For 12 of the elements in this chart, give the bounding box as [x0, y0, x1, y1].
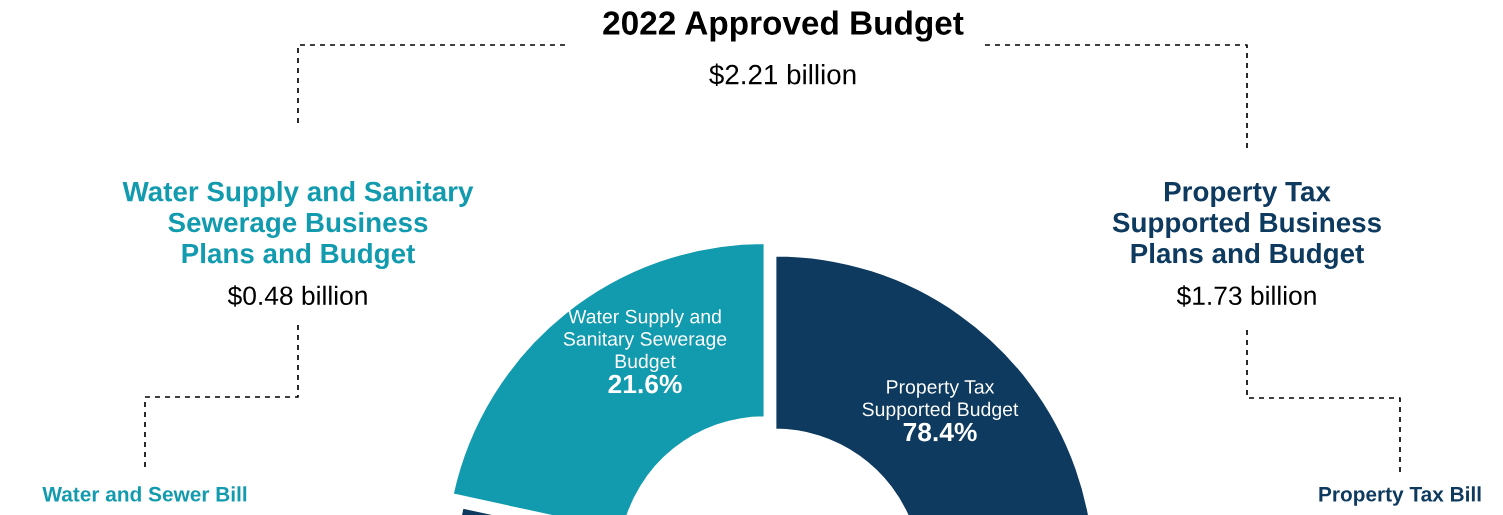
text: Property Tax Bill [1319, 486, 1481, 506]
text: Property Tax Supported Business Plans and Budget [1112, 182, 1381, 269]
slice-label: Water Supply and Sanitary Sewerage Budget [563, 309, 727, 372]
text: $0.48 billion [227, 285, 367, 307]
chart-title: 2022 Approved Budget [603, 10, 964, 42]
chart-subtitle: $2.21 billion [709, 63, 856, 87]
text: Water Supply and Sanitary Sewerage Business Plans and Budget [122, 181, 474, 269]
text: Water and Sewer Bill [42, 486, 247, 502]
data-label: 21.6% [608, 374, 682, 394]
data-label: 78.4% [903, 422, 977, 442]
slice-label: Property Tax Supported Budget [862, 380, 1019, 420]
text: $1.73 billion [1176, 285, 1316, 307]
